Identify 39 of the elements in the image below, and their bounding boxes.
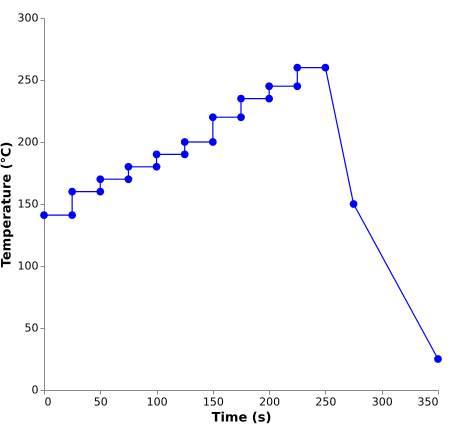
x-axis-title: Time (s) bbox=[212, 410, 272, 426]
point bbox=[96, 175, 104, 184]
point bbox=[40, 211, 48, 220]
x-tick-label: 0 bbox=[44, 396, 52, 408]
point bbox=[208, 138, 217, 146]
y-tick-label: 300 bbox=[18, 12, 38, 24]
point bbox=[293, 64, 302, 72]
x-tick-label: 350 bbox=[418, 396, 438, 408]
point bbox=[237, 94, 245, 102]
point bbox=[265, 82, 274, 90]
point bbox=[265, 94, 274, 102]
point bbox=[124, 162, 132, 171]
point bbox=[152, 150, 160, 158]
point bbox=[68, 188, 76, 196]
y-tick-label: 250 bbox=[18, 74, 38, 86]
x-tick-label: 100 bbox=[146, 396, 168, 408]
x-tick-label: 150 bbox=[202, 396, 224, 408]
point bbox=[208, 113, 217, 122]
point bbox=[293, 82, 302, 90]
x-tick-label: 50 bbox=[94, 396, 108, 408]
point bbox=[68, 211, 76, 220]
y-tick-label: 200 bbox=[18, 136, 38, 148]
y-tick-label: 50 bbox=[24, 322, 38, 334]
point bbox=[180, 150, 189, 158]
point bbox=[322, 64, 330, 72]
y-tick-label: 150 bbox=[18, 198, 38, 210]
x-tick-label: 250 bbox=[315, 396, 336, 408]
point bbox=[180, 138, 189, 146]
y-axis-title: Temperature (℃) bbox=[0, 142, 15, 268]
y-tick-label: 100 bbox=[18, 260, 38, 272]
point bbox=[124, 175, 132, 184]
point bbox=[350, 200, 358, 208]
x-tick-label: 300 bbox=[372, 396, 393, 408]
x-tick-label: 200 bbox=[259, 396, 280, 408]
y-tick-label: 0 bbox=[32, 384, 38, 396]
point bbox=[96, 188, 104, 196]
point bbox=[434, 355, 442, 363]
point bbox=[237, 113, 245, 122]
point bbox=[152, 162, 160, 171]
